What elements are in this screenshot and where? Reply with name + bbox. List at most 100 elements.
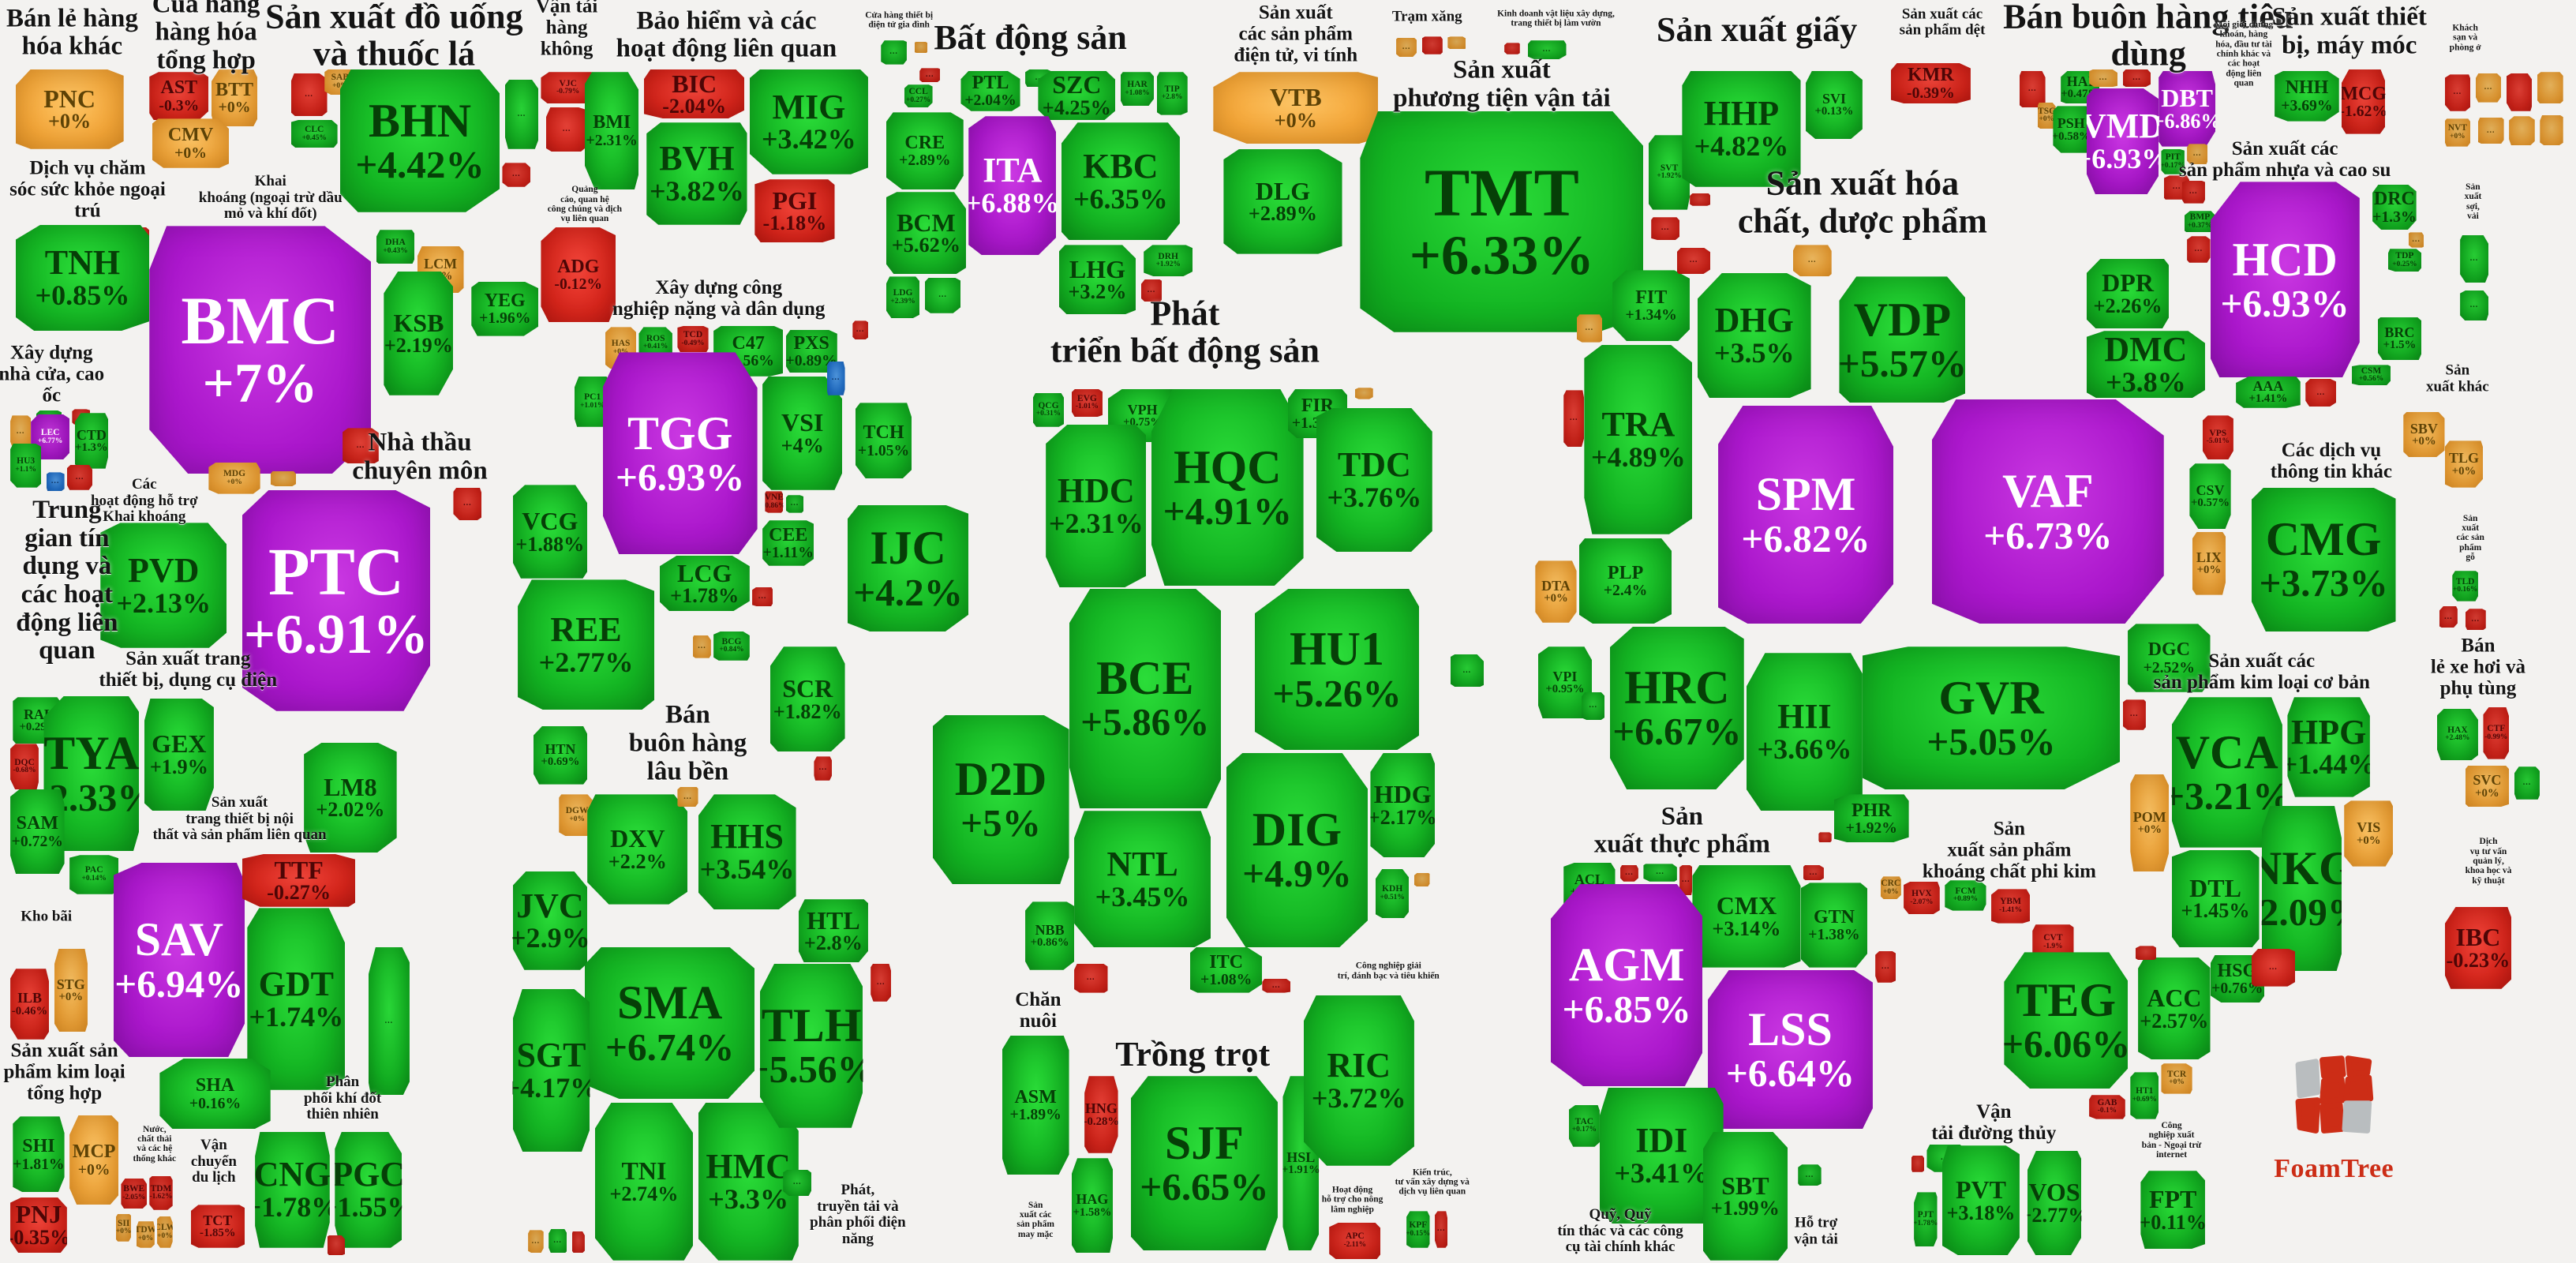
sector-label-ban-le-hhk[interactable]: Bán lẻ hàng hóa khác [6, 3, 138, 61]
sector-label-suc-khoe[interactable]: Dịch vụ chăm sóc sức khỏe ngoại trú [9, 157, 166, 222]
cell-TRA[interactable]: TRA +4.89% [1584, 344, 1693, 534]
cell-SVC[interactable]: SVC +0% [2465, 765, 2510, 808]
cell-nhua-cao-su-misc-2[interactable]: ... [2187, 236, 2211, 263]
cell-xd-cong-nghiep-misc-10[interactable]: ... [785, 495, 804, 513]
cell-VDP[interactable]: VDP +5.57% [1839, 276, 1966, 403]
cell-MDG[interactable]: MDG +0% [208, 462, 260, 494]
cell-SZC[interactable]: SZC +4.25% [1038, 70, 1116, 120]
cell-go-misc-1[interactable]: ... [2439, 606, 2458, 628]
cell-HRC[interactable]: HRC +6.67% [1610, 626, 1744, 789]
cell-TCH[interactable]: TCH +1.05% [855, 403, 912, 479]
cell-HT1[interactable]: HT1 +0.69% [2130, 1072, 2159, 1119]
cell-PTL[interactable]: PTL +2.04% [960, 70, 1020, 111]
cell-PHR[interactable]: PHR +1.92% [1833, 794, 1909, 843]
cell-KMR[interactable]: KMR -0.39% [1890, 63, 1971, 104]
cell-VTB[interactable]: VTB +0% [1213, 72, 1379, 144]
sector-label-moi-gioi[interactable]: Môi giới chứng khoán, hàng hóa, đầu tư t… [2214, 20, 2274, 88]
sector-label-chan-nuoi[interactable]: Chăn nuôi [1015, 989, 1061, 1032]
sector-label-bb-tieu-dung[interactable]: Bán buôn hàng tiêu dùng [2003, 0, 2294, 73]
sector-label-may-mac[interactable]: Sản xuất các sản phẩm may mặc [1017, 1200, 1054, 1239]
cell-AST[interactable]: AST -0.3% [149, 72, 209, 120]
cell-VIS[interactable]: VIS +0% [2344, 800, 2394, 867]
cell-FPT[interactable]: FPT +0.11% [2140, 1171, 2205, 1250]
cell-BWE[interactable]: BWE -2.05% [121, 1178, 148, 1209]
cell-ch-tbdt-misc-1[interactable] [914, 41, 928, 54]
cell-VAF[interactable]: VAF +6.73% [1932, 399, 2164, 624]
cell-HPG[interactable]: HPG +1.44% [2287, 697, 2370, 797]
cell-REE[interactable]: REE +2.77% [518, 579, 655, 710]
cell-TAC[interactable]: TAC +0.17% [1568, 1105, 1600, 1147]
cell-soi-vai-misc-0[interactable]: ... [2460, 234, 2488, 283]
cell-PSH[interactable]: PSH +0.58% [2053, 106, 2090, 153]
cell-TCD[interactable]: TCD -0.49% [677, 325, 709, 353]
cell-HAG[interactable]: HAG +1.58% [1071, 1158, 1114, 1254]
cell-BCM[interactable]: BCM +5.62% [886, 192, 966, 275]
cell-DHA[interactable]: DHA +0.43% [376, 230, 415, 264]
cell-GVR[interactable]: GVR +5.05% [1862, 646, 2121, 789]
cell-AAA[interactable]: AAA +1.41% [2236, 376, 2301, 408]
cell-IJC[interactable]: IJC +4.2% [847, 505, 969, 632]
cell-do-uong-misc-0[interactable]: ... [290, 73, 328, 117]
cell-thuc-pham-misc-1[interactable]: ... [1620, 865, 1638, 882]
sector-label-tu-van[interactable]: Dịch vụ tư vấn quản lý, khoa học và kỹ t… [2465, 837, 2512, 886]
cell-khi-dot-misc-2[interactable] [327, 1235, 346, 1256]
cell-ITA[interactable]: ITA +6.88% [968, 116, 1057, 256]
sector-label-tb-dien[interactable]: Sản xuất trang thiết bị, dụng cụ điện [99, 648, 278, 691]
cell-khach-san-misc-1[interactable]: ... [2475, 73, 2502, 103]
cell-RIC[interactable]: RIC +3.72% [1303, 995, 1414, 1166]
cell-FIT[interactable]: FIT +1.34% [1612, 270, 1690, 341]
cell-xd-cong-nghiep-misc-15[interactable]: ... [693, 635, 711, 658]
cell-MCG[interactable]: MCG -1.62% [2341, 69, 2386, 134]
cell-soi-vai-misc-1[interactable]: ... [2460, 290, 2488, 321]
sector-label-do-uong[interactable]: Sản xuất đồ uống và thuốc lá [265, 0, 523, 73]
cell-PVD[interactable]: PVD +2.13% [100, 523, 227, 648]
cell-pt-bds-misc-22[interactable]: ... [1074, 963, 1108, 993]
sector-label-soi-vai[interactable]: Sản xuất sợi, vải [2464, 182, 2482, 222]
cell-QCG[interactable]: QCG +0.31% [1032, 392, 1065, 427]
cell-KDH[interactable]: KDH +0.51% [1375, 868, 1410, 919]
cell-CSV[interactable]: CSV +0.57% [2189, 463, 2231, 530]
cell-ACC[interactable]: ACC +2.57% [2138, 957, 2211, 1060]
cell-bb-lau-ben-misc-11[interactable]: ... [871, 963, 892, 1002]
cell-SHA[interactable]: SHA +0.16% [159, 1058, 271, 1130]
cell-khach-san-misc-0[interactable]: ... [2444, 74, 2471, 111]
sector-label-ch-tbdt[interactable]: Cửa hàng thiết bị điện tử gia đình [865, 10, 934, 30]
cell-thuc-pham-misc-5[interactable]: ... [1803, 865, 1824, 881]
sector-label-xd-nha[interactable]: Xây dựng nhà cửa, cao ốc [0, 342, 105, 407]
sector-label-khach-san[interactable]: Khách sạn và phòng ở [2449, 23, 2481, 53]
cell-DRH[interactable]: DRH +1.92% [1144, 245, 1193, 277]
cell-NBB[interactable]: NBB +0.86% [1025, 901, 1075, 970]
cell-phi-kim-misc-10[interactable] [2135, 946, 2156, 960]
cell-bb-tieu-dung-misc-0[interactable]: ... [2019, 70, 2046, 107]
sector-label-bao-hiem[interactable]: Bảo hiểm và các hoạt động liên quan [616, 6, 837, 63]
cell-TNH[interactable]: TNH +0.85% [15, 224, 150, 332]
sector-label-sx-khac[interactable]: Sản xuất khác [2425, 362, 2489, 395]
cell-SBT[interactable]: SBT +1.99% [1702, 1131, 1788, 1261]
cell-HDG[interactable]: HDG +2.17% [1370, 752, 1436, 858]
cell-TLG[interactable]: TLG +0% [2444, 440, 2484, 488]
cell-CNG[interactable]: CNG +1.78% [255, 1131, 330, 1248]
cell-tram-xang-misc-2[interactable] [1447, 36, 1466, 50]
cell-EVG[interactable]: EVG -1.01% [1071, 388, 1103, 417]
cell-AGM[interactable]: AGM +6.85% [1550, 884, 1703, 1086]
cell-TLH[interactable]: TLH +5.56% [759, 963, 863, 1128]
sector-label-nong-lam[interactable]: Hoạt động hỗ trợ cho nông lâm nghiệp [1321, 1185, 1383, 1215]
cell-TDP[interactable]: TDP +0.25% [2387, 249, 2422, 272]
cell-HAR[interactable]: HAR +1.08% [1120, 72, 1155, 107]
cell-hoa-chat-misc-7[interactable]: ... [1576, 314, 1603, 343]
sector-label-pt-bds[interactable]: Phát triển bất động sản [1050, 294, 1320, 370]
sector-label-tram-xang[interactable]: Trạm xăng [1391, 9, 1462, 26]
cell-hoa-chat-misc-3[interactable]: ... [1792, 245, 1832, 277]
sector-label-kho-bai[interactable]: Kho bãi [21, 908, 73, 925]
cell-vt-hang-khong-misc-1[interactable]: ... [545, 107, 588, 152]
cell-PGI[interactable]: PGI -1.18% [754, 179, 835, 243]
cell-CMX[interactable]: CMX +3.14% [1692, 865, 1801, 968]
cell-phuong-tien-vt-misc-2[interactable]: ... [1651, 217, 1680, 240]
cell-ADG[interactable]: ADG -0.12% [541, 227, 616, 322]
cell-ch-tbdt-misc-0[interactable]: ... [881, 40, 907, 65]
cell-CEE[interactable]: CEE +1.11% [762, 520, 814, 566]
cell-BMC[interactable]: BMC +7% [149, 226, 371, 474]
cell-SGT[interactable]: SGT +4.17% [512, 988, 590, 1152]
cell-ITC[interactable]: ITC +1.08% [1189, 947, 1263, 993]
cell-pt-bds-misc-11[interactable]: ... [814, 756, 833, 781]
